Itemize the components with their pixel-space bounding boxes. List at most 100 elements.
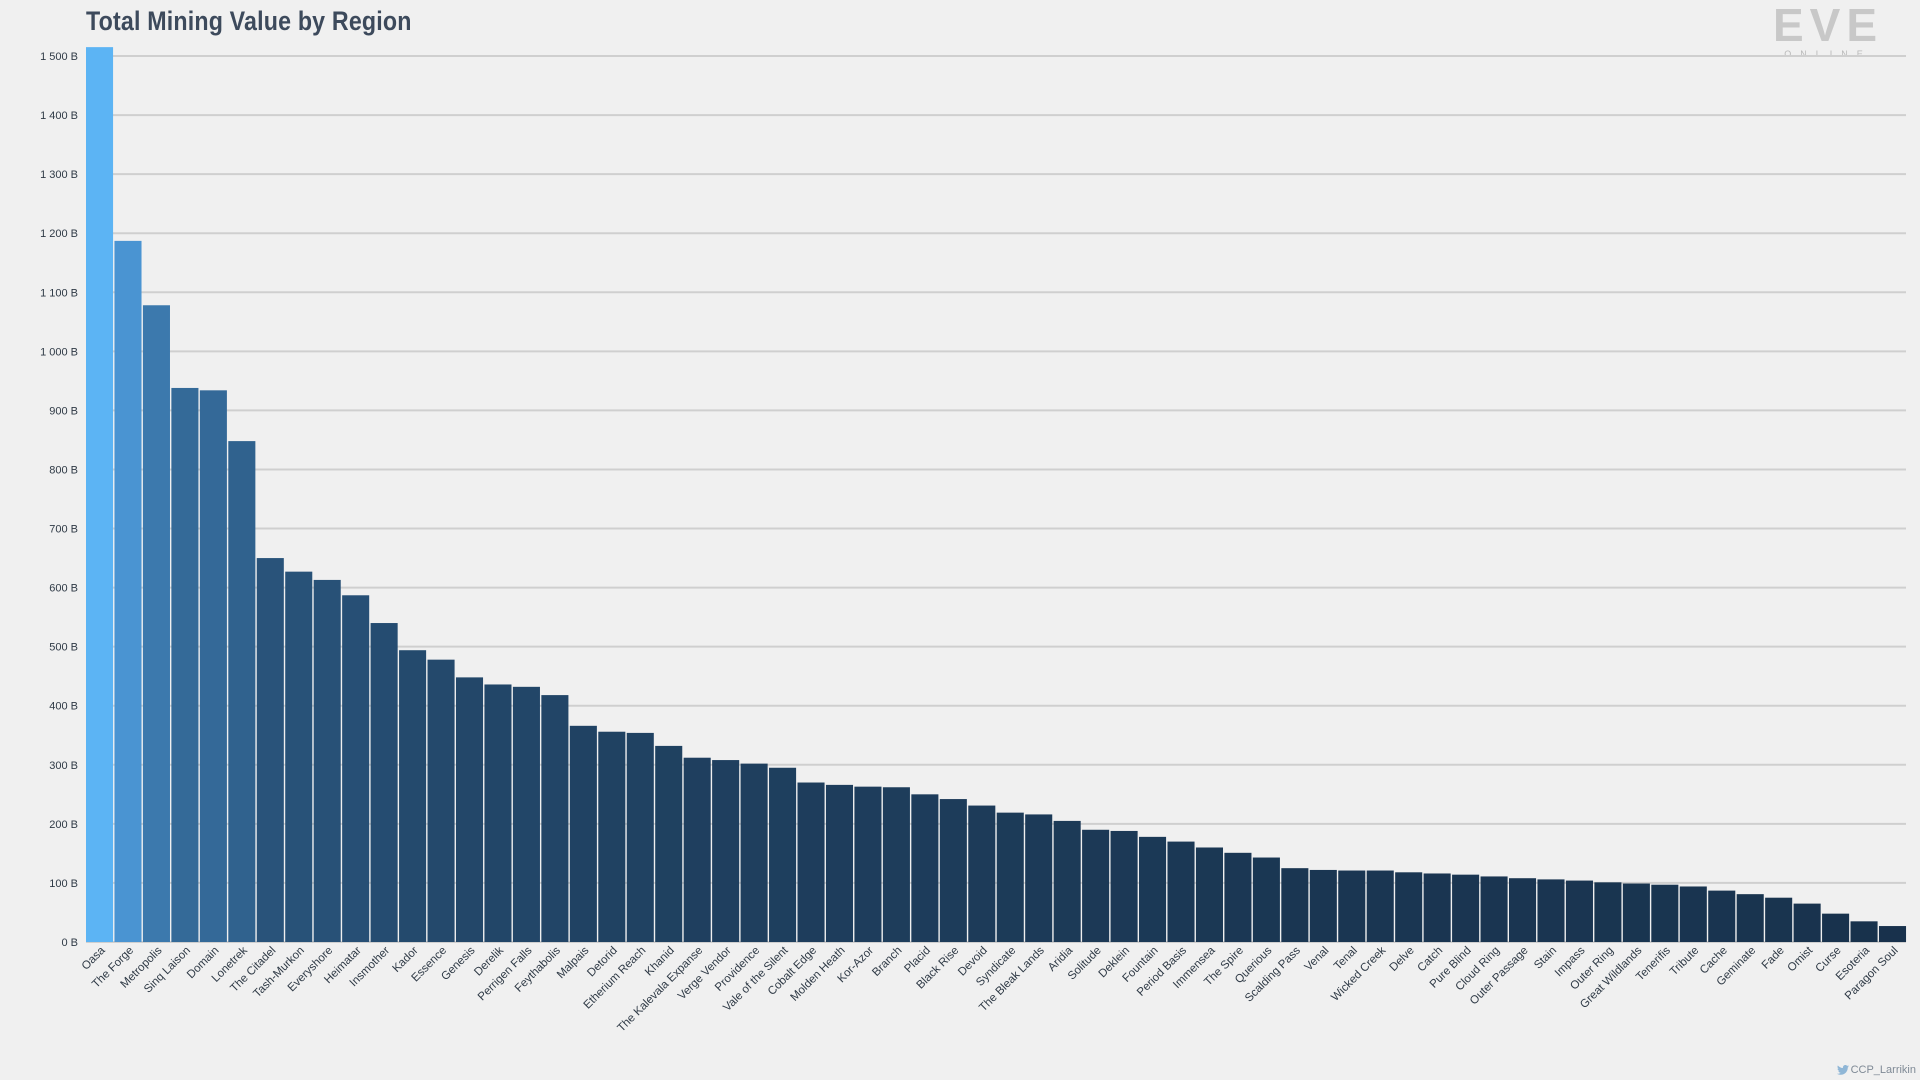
bar-malpais	[569, 725, 597, 942]
bars	[86, 47, 1907, 942]
bar-the-forge	[114, 240, 142, 942]
gridlines	[86, 55, 1906, 943]
bar-domain	[199, 390, 227, 942]
bar-syndicate	[996, 812, 1024, 942]
y-tick-label: 300 B	[49, 760, 78, 772]
logo-subtitle: ONLINE	[1784, 49, 1872, 59]
bar-devoid	[968, 805, 996, 942]
bar-heimatar	[342, 595, 370, 942]
x-tick-label: Tribute	[1668, 945, 1701, 978]
bar-insmother	[370, 623, 398, 942]
bar-the-kalevala-expanse	[683, 757, 711, 942]
bar-kor-azor	[854, 786, 882, 942]
bar-branch	[882, 787, 910, 942]
bar-oasa	[86, 47, 114, 942]
bar-genesis	[455, 677, 484, 942]
y-tick-label: 1 500 B	[40, 51, 78, 63]
bar-aridia	[1053, 820, 1081, 942]
bar-curse	[1822, 913, 1850, 942]
bar-molden-heath	[825, 784, 854, 942]
y-axis-tick-labels: 0 B 100 B 200 B 300 B 400 B 500 B 600 B 700 B 80…	[40, 51, 78, 949]
author-handle: CCP_Larrikin	[1850, 1064, 1916, 1076]
x-tick-label: Fade	[1760, 945, 1787, 972]
bar-immensea	[1195, 847, 1223, 942]
bar-fade	[1765, 897, 1793, 942]
bar-kador	[399, 650, 427, 942]
y-tick-label: 1 200 B	[40, 228, 78, 240]
y-tick-label: 900 B	[49, 405, 78, 417]
bar-deklein	[1110, 830, 1138, 942]
bar-cache	[1708, 890, 1736, 942]
bar-tenal	[1338, 870, 1366, 942]
bar-catch	[1423, 873, 1451, 942]
eve-online-logo: EVE ONLINE	[1758, 0, 1898, 59]
bar-delve	[1395, 872, 1423, 942]
bar-black-rise	[939, 799, 967, 942]
bar-cloud-ring	[1480, 876, 1508, 942]
bar-pure-blind	[1452, 874, 1480, 942]
y-tick-label: 1 300 B	[40, 169, 78, 181]
bar-tenerifis	[1651, 884, 1679, 942]
x-tick-label: Malpais	[555, 944, 592, 981]
bar-stain	[1537, 879, 1565, 942]
y-tick-label: 1 100 B	[40, 287, 78, 299]
y-tick-label: 1 400 B	[40, 110, 78, 122]
bar-omist	[1793, 903, 1821, 942]
x-tick-label: Venal	[1303, 945, 1332, 974]
bar-the-spire	[1224, 852, 1252, 942]
bar-khanid	[655, 745, 683, 942]
bar-fountain	[1139, 836, 1167, 942]
bar-placid	[911, 794, 939, 942]
y-tick-label: 500 B	[49, 642, 78, 654]
bar-derelik	[484, 684, 512, 942]
y-tick-label: 100 B	[49, 878, 78, 890]
bar-outer-passage	[1509, 878, 1537, 942]
bar-sinq-laison	[171, 387, 199, 942]
bar-everyshore	[313, 579, 341, 942]
bar-the-bleak-lands	[1025, 814, 1053, 942]
bar-wicked-creek	[1366, 870, 1394, 942]
y-tick-label: 400 B	[49, 701, 78, 713]
bar-perrigen-falls	[512, 686, 540, 942]
bar-querious	[1252, 857, 1280, 942]
y-tick-label: 0 B	[61, 937, 78, 949]
bar-cobalt-edge	[797, 782, 825, 942]
x-tick-label: Branch	[870, 945, 904, 979]
bar-great-wildlands	[1622, 883, 1650, 942]
bar-providence	[740, 763, 768, 942]
y-tick-label: 1 000 B	[40, 346, 78, 358]
y-tick-label: 800 B	[49, 464, 78, 476]
x-tick-label: Delve	[1388, 945, 1417, 974]
logo-wordmark: EVE	[1772, 0, 1884, 51]
bar-solitude	[1082, 829, 1110, 942]
bar-period-basis	[1167, 841, 1195, 942]
bar-etherium-reach	[626, 732, 654, 942]
bar-paragon-soul	[1878, 926, 1907, 942]
bar-esoteria	[1850, 921, 1878, 942]
bar-scalding-pass	[1281, 868, 1309, 942]
x-tick-label: Omist	[1786, 944, 1816, 974]
y-tick-label: 600 B	[49, 583, 78, 595]
bar-metropolis	[142, 305, 170, 942]
bar-verge-vendor	[712, 760, 740, 942]
bar-lonetrek	[228, 441, 256, 942]
y-tick-label: 200 B	[49, 819, 78, 831]
bar-tash-murkon	[285, 571, 313, 942]
bar-tribute	[1679, 886, 1707, 942]
bar-vale-of-the-silent	[769, 767, 797, 942]
bar-detorid	[598, 731, 626, 942]
bar-the-citadel	[256, 558, 284, 942]
bar-feythabolis	[541, 695, 569, 942]
bar-essence	[427, 659, 455, 942]
bar-impass	[1565, 880, 1593, 942]
bar-venal	[1309, 869, 1337, 942]
twitter-icon	[1836, 1065, 1849, 1075]
bar-geminate	[1736, 894, 1764, 942]
bar-outer-ring	[1594, 882, 1622, 942]
y-tick-label: 700 B	[49, 524, 78, 536]
chart-title: Total Mining Value by Region	[86, 6, 412, 36]
author-credit: CCP_Larrikin	[1836, 1064, 1916, 1076]
